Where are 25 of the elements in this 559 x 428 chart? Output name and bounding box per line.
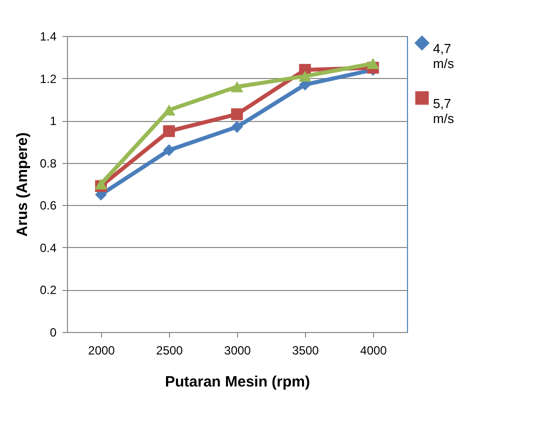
x-tick-label: 2000 xyxy=(88,344,116,358)
y-tick-label: 0.2 xyxy=(40,283,57,298)
point xyxy=(163,144,175,156)
x-tick-label: 3000 xyxy=(224,344,252,358)
x-tick-label: 3500 xyxy=(292,344,320,358)
point xyxy=(231,121,243,133)
legend-label: 5,7 m/s xyxy=(433,96,454,126)
y-tick-label: 1.2 xyxy=(40,72,57,86)
x-tick-label: 2500 xyxy=(156,344,184,358)
legend-label: 4,7 m/s xyxy=(433,41,454,71)
point xyxy=(163,125,175,138)
point xyxy=(94,178,108,190)
y-tick-label: 1.4 xyxy=(40,30,57,44)
y-tick-label: 0.6 xyxy=(40,198,57,213)
y-tick-label: 0.4 xyxy=(40,240,57,255)
point xyxy=(231,108,243,120)
point xyxy=(230,81,244,92)
y-axis-title: Arus (Ampere) xyxy=(14,132,31,237)
y-tick-label: 0 xyxy=(50,326,57,340)
x-axis-title: Putaran Mesin (rpm) xyxy=(164,374,310,390)
point xyxy=(298,70,312,82)
x-tick-label: 4000 xyxy=(360,344,388,358)
y-tick-label: 0.8 xyxy=(40,156,57,170)
y-tick-label: 1 xyxy=(50,114,57,128)
point xyxy=(366,58,380,69)
